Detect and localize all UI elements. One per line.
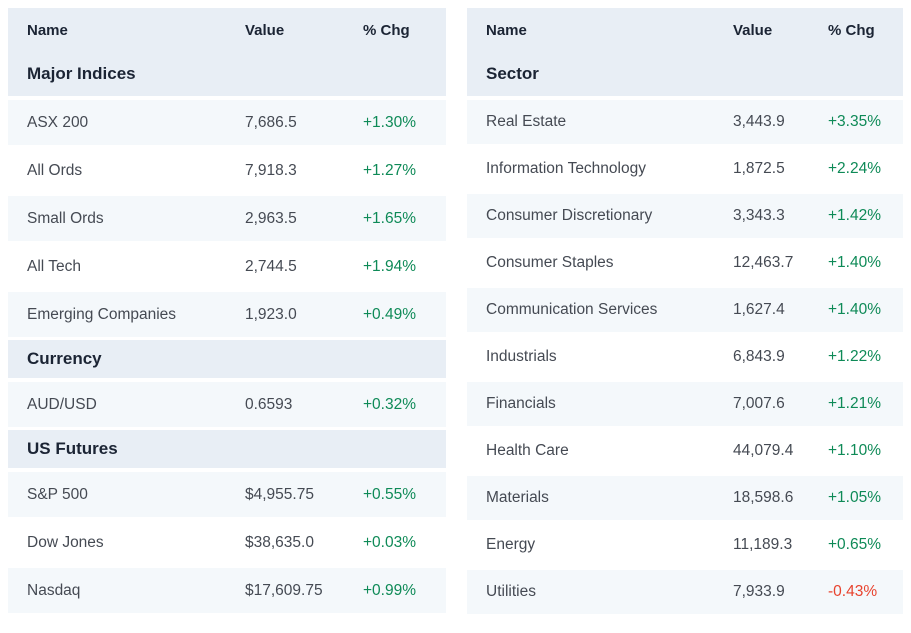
section-header-us-futures: US Futures xyxy=(8,430,446,468)
column-header-row: Name Value % Chg xyxy=(8,8,446,52)
row-value-cell: 18,598.6 xyxy=(733,489,794,506)
row-name-cell: Emerging Companies xyxy=(27,305,177,323)
row-value-cell: $38,635.0 xyxy=(245,533,314,551)
row-value-cell: 44,079.4 xyxy=(733,442,794,459)
column-header-chg: % Chg xyxy=(828,21,875,39)
table-row-small-ords[interactable]: Small Ords 2,963.5 +1.65% xyxy=(8,196,446,241)
table-row-financials[interactable]: Financials 7,007.6 +1.21% xyxy=(467,382,903,426)
column-header-value: Value xyxy=(733,21,773,39)
table-row-health-care[interactable]: Health Care 44,079.4 +1.10% xyxy=(467,429,903,473)
row-value-cell: 1,923.0 xyxy=(245,305,297,323)
row-name-cell: Utilities xyxy=(486,583,536,600)
column-header-value: Value xyxy=(245,21,285,39)
row-change-cell: +1.05% xyxy=(828,489,882,506)
market-summary-page: Name Value % Chg Major Indices ASX 200 7,686.… xyxy=(8,8,903,617)
table-row-information-technology[interactable]: Information Technology 1,872.5 +2.24% xyxy=(467,147,903,191)
table-row-s-p-500[interactable]: S&P 500 $4,955.75 +0.55% xyxy=(8,472,446,517)
row-change-cell: +1.40% xyxy=(828,254,882,271)
row-value-cell: 2,744.5 xyxy=(245,257,297,275)
row-change-cell: +1.10% xyxy=(828,442,882,459)
row-value-cell: 7,918.3 xyxy=(245,161,297,179)
row-change-cell: +1.94% xyxy=(363,257,417,275)
row-value-cell: 7,007.6 xyxy=(733,395,785,412)
row-change-cell: +0.55% xyxy=(363,485,417,503)
table-row-consumer-discretionary[interactable]: Consumer Discretionary 3,343.3 +1.42% xyxy=(467,194,903,238)
row-name-cell: Dow Jones xyxy=(27,533,104,551)
row-name-cell: Health Care xyxy=(486,442,569,459)
row-value-cell: 2,963.5 xyxy=(245,209,297,227)
column-header-name: Name xyxy=(27,21,68,39)
row-change-cell: +1.27% xyxy=(363,161,417,179)
column-header-row: Name Value % Chg xyxy=(467,8,903,52)
row-name-cell: Real Estate xyxy=(486,113,567,130)
section-title-label: Currency xyxy=(27,349,102,368)
row-value-cell: 6,843.9 xyxy=(733,348,785,365)
row-change-cell: +0.32% xyxy=(363,395,417,413)
section-title-label: US Futures xyxy=(27,439,118,458)
section-title-label: Major Indices xyxy=(27,64,136,83)
table-row-all-ords[interactable]: All Ords 7,918.3 +1.27% xyxy=(8,148,446,193)
sectors-table: Name Value % Chg Sector Real Estate 3,443.9 +3… xyxy=(467,8,903,617)
table-row-asx-200[interactable]: ASX 200 7,686.5 +1.30% xyxy=(8,100,446,145)
row-value-cell: 1,627.4 xyxy=(733,301,785,318)
table-row-all-tech[interactable]: All Tech 2,744.5 +1.94% xyxy=(8,244,446,289)
row-change-cell: +0.03% xyxy=(363,533,417,551)
row-change-cell: +1.40% xyxy=(828,301,882,318)
table-row-real-estate[interactable]: Real Estate 3,443.9 +3.35% xyxy=(467,100,903,144)
section-header-currency: Currency xyxy=(8,340,446,378)
row-name-cell: ASX 200 xyxy=(27,113,89,131)
row-value-cell: 7,933.9 xyxy=(733,583,785,600)
table-row-industrials[interactable]: Industrials 6,843.9 +1.22% xyxy=(467,335,903,379)
section-header-sector: Sector xyxy=(467,52,903,96)
row-change-cell: +0.65% xyxy=(828,536,882,553)
column-header-chg: % Chg xyxy=(363,21,410,39)
row-change-cell: +1.42% xyxy=(828,207,882,224)
row-change-cell: +2.24% xyxy=(828,160,882,177)
row-name-cell: Communication Services xyxy=(486,301,658,318)
row-name-cell: Information Technology xyxy=(486,160,646,177)
row-change-cell: +1.22% xyxy=(828,348,882,365)
row-value-cell: 7,686.5 xyxy=(245,113,297,131)
row-change-cell: +1.65% xyxy=(363,209,417,227)
row-name-cell: All Tech xyxy=(27,257,81,275)
row-name-cell: All Ords xyxy=(27,161,83,179)
table-row-emerging-companies[interactable]: Emerging Companies 1,923.0 +0.49% xyxy=(8,292,446,337)
row-change-cell: +3.35% xyxy=(828,113,882,130)
row-value-cell: 3,443.9 xyxy=(733,113,785,130)
table-row-communication-services[interactable]: Communication Services 1,627.4 +1.40% xyxy=(467,288,903,332)
row-value-cell: 3,343.3 xyxy=(733,207,785,224)
row-change-cell: +0.49% xyxy=(363,305,417,323)
row-value-cell: 1,872.5 xyxy=(733,160,785,177)
row-name-cell: Small Ords xyxy=(27,209,104,227)
table-row-materials[interactable]: Materials 18,598.6 +1.05% xyxy=(467,476,903,520)
row-change-cell: +1.21% xyxy=(828,395,882,412)
row-value-cell: $17,609.75 xyxy=(245,581,323,599)
row-change-cell: +1.30% xyxy=(363,113,417,131)
section-header-major-indices: Major Indices xyxy=(8,52,446,96)
table-row-consumer-staples[interactable]: Consumer Staples 12,463.7 +1.40% xyxy=(467,241,903,285)
row-name-cell: Consumer Staples xyxy=(486,254,614,271)
row-value-cell: 12,463.7 xyxy=(733,254,794,271)
row-value-cell: 11,189.3 xyxy=(733,536,793,553)
column-header-name: Name xyxy=(486,21,527,39)
row-name-cell: AUD/USD xyxy=(27,395,97,413)
row-name-cell: Materials xyxy=(486,489,549,506)
row-name-cell: Energy xyxy=(486,536,536,553)
table-row-utilities[interactable]: Utilities 7,933.9 -0.43% xyxy=(467,570,903,614)
table-row-nasdaq[interactable]: Nasdaq $17,609.75 +0.99% xyxy=(8,568,446,613)
table-row-energy[interactable]: Energy 11,189.3 +0.65% xyxy=(467,523,903,567)
section-title-label: Sector xyxy=(486,64,539,83)
row-name-cell: S&P 500 xyxy=(27,485,88,503)
table-row-dow-jones[interactable]: Dow Jones $38,635.0 +0.03% xyxy=(8,520,446,565)
table-row-aud-usd[interactable]: AUD/USD 0.6593 +0.32% xyxy=(8,382,446,427)
row-value-cell: 0.6593 xyxy=(245,395,293,413)
indices-table: Name Value % Chg Major Indices ASX 200 7,686.… xyxy=(8,8,446,616)
row-value-cell: $4,955.75 xyxy=(245,485,314,503)
row-name-cell: Financials xyxy=(486,395,556,412)
row-name-cell: Nasdaq xyxy=(27,581,81,599)
row-name-cell: Industrials xyxy=(486,348,557,365)
row-change-cell: -0.43% xyxy=(828,583,878,600)
row-change-cell: +0.99% xyxy=(363,581,417,599)
row-name-cell: Consumer Discretionary xyxy=(486,207,653,224)
